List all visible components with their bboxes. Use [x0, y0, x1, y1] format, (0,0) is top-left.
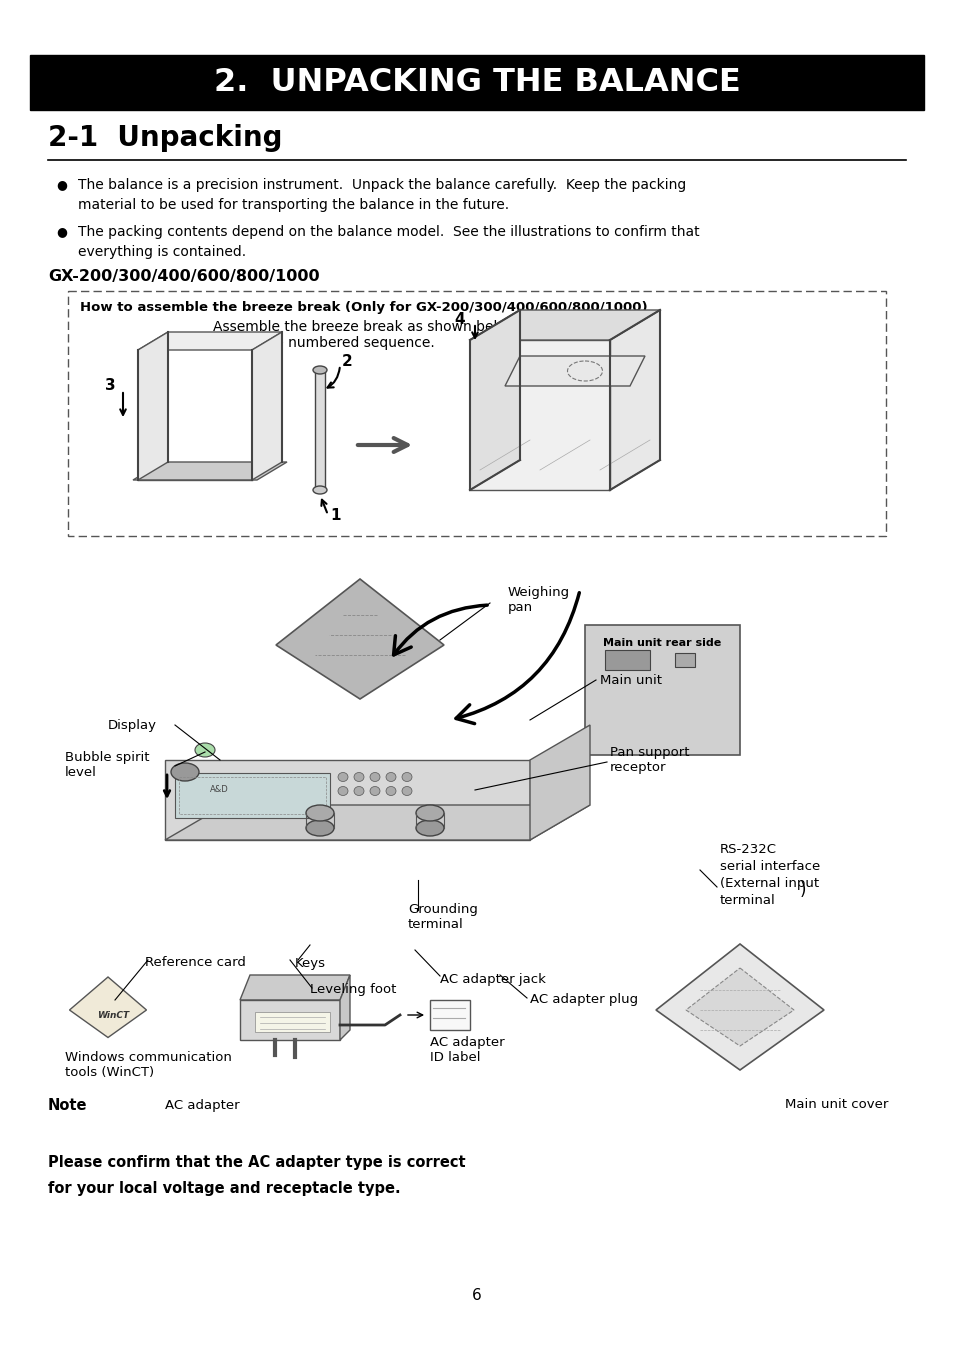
- Bar: [30, 55, 923, 109]
- Polygon shape: [132, 462, 287, 481]
- Polygon shape: [604, 649, 649, 670]
- Polygon shape: [240, 1000, 339, 1040]
- Polygon shape: [470, 310, 659, 340]
- Text: Main unit rear side: Main unit rear side: [602, 639, 720, 648]
- Ellipse shape: [306, 819, 334, 836]
- Text: Weighing
pan: Weighing pan: [507, 586, 570, 614]
- Text: Windows communication
tools (WinCT): Windows communication tools (WinCT): [65, 1052, 232, 1079]
- Text: Follow the numbered sequence.: Follow the numbered sequence.: [213, 336, 435, 350]
- Polygon shape: [656, 944, 823, 1071]
- Text: Display: Display: [108, 718, 157, 732]
- Polygon shape: [275, 579, 443, 699]
- Text: Assemble the breeze break as shown below.: Assemble the breeze break as shown below…: [213, 320, 519, 333]
- Text: Please confirm that the AC adapter type is correct: Please confirm that the AC adapter type …: [48, 1156, 465, 1170]
- Ellipse shape: [386, 787, 395, 795]
- Ellipse shape: [401, 772, 412, 782]
- Text: ): ): [800, 882, 805, 899]
- Ellipse shape: [313, 366, 327, 374]
- Ellipse shape: [306, 805, 334, 821]
- Bar: [675, 653, 695, 667]
- Text: How to assemble the breeze break (Only for GX-200/300/400/600/800/1000): How to assemble the breeze break (Only f…: [80, 301, 647, 313]
- Text: AC adapter plug: AC adapter plug: [530, 994, 638, 1007]
- Text: material to be used for transporting the balance in the future.: material to be used for transporting the…: [78, 198, 509, 212]
- Text: A&D: A&D: [210, 786, 229, 795]
- Text: for your local voltage and receptacle type.: for your local voltage and receptacle ty…: [48, 1180, 400, 1196]
- Text: 4: 4: [454, 312, 464, 327]
- Polygon shape: [240, 975, 350, 1000]
- Text: ●: ●: [56, 225, 68, 239]
- Ellipse shape: [370, 772, 379, 782]
- Bar: [314, 370, 325, 490]
- Polygon shape: [685, 968, 793, 1046]
- Bar: [179, 778, 326, 814]
- Text: Reference card: Reference card: [145, 957, 246, 969]
- Polygon shape: [504, 356, 644, 386]
- Text: GX-200/300/400/600/800/1000: GX-200/300/400/600/800/1000: [48, 269, 319, 284]
- Polygon shape: [165, 805, 589, 840]
- Text: 2-1  Unpacking: 2-1 Unpacking: [48, 124, 282, 153]
- Ellipse shape: [354, 772, 364, 782]
- Text: RS-232C
serial interface
(External input
terminal: RS-232C serial interface (External input…: [720, 842, 820, 907]
- Text: 1: 1: [330, 509, 340, 524]
- Bar: [430, 1000, 470, 1030]
- Text: everything is contained.: everything is contained.: [78, 244, 246, 259]
- Text: ●: ●: [56, 178, 68, 192]
- Text: The packing contents depend on the balance model.  See the illustrations to conf: The packing contents depend on the balan…: [78, 225, 699, 239]
- Text: Main unit: Main unit: [599, 674, 661, 687]
- Ellipse shape: [416, 819, 443, 836]
- Polygon shape: [138, 332, 282, 350]
- Polygon shape: [70, 977, 147, 1038]
- Polygon shape: [609, 310, 659, 490]
- Bar: [254, 1012, 330, 1031]
- Text: 6: 6: [472, 1288, 481, 1303]
- Text: Leveling foot: Leveling foot: [310, 984, 395, 996]
- Ellipse shape: [337, 772, 348, 782]
- Polygon shape: [252, 332, 282, 481]
- Ellipse shape: [313, 486, 327, 494]
- Text: Bubble spirit
level: Bubble spirit level: [65, 751, 150, 779]
- Ellipse shape: [401, 787, 412, 795]
- Polygon shape: [530, 725, 589, 840]
- Text: 2: 2: [341, 355, 353, 370]
- Polygon shape: [339, 975, 350, 1040]
- Ellipse shape: [386, 772, 395, 782]
- Bar: [584, 625, 740, 755]
- Text: Pan support
receptor: Pan support receptor: [609, 747, 689, 774]
- Ellipse shape: [337, 787, 348, 795]
- Text: AC adapter jack: AC adapter jack: [439, 973, 545, 987]
- Text: Note: Note: [48, 1098, 88, 1112]
- Bar: [174, 774, 330, 818]
- Ellipse shape: [416, 805, 443, 821]
- Text: Keys: Keys: [294, 957, 326, 969]
- Polygon shape: [470, 310, 519, 490]
- Text: Main unit cover: Main unit cover: [784, 1099, 887, 1111]
- Polygon shape: [470, 340, 609, 490]
- Bar: [68, 292, 885, 536]
- Polygon shape: [138, 332, 168, 481]
- Text: The balance is a precision instrument.  Unpack the balance carefully.  Keep the : The balance is a precision instrument. U…: [78, 178, 685, 192]
- Ellipse shape: [194, 743, 214, 757]
- Text: WinCT: WinCT: [97, 1011, 129, 1019]
- Text: AC adapter: AC adapter: [165, 1099, 239, 1111]
- Polygon shape: [165, 760, 530, 840]
- Ellipse shape: [354, 787, 364, 795]
- Text: Grounding
terminal: Grounding terminal: [408, 903, 477, 932]
- FancyArrowPatch shape: [456, 593, 578, 724]
- Ellipse shape: [370, 787, 379, 795]
- Ellipse shape: [171, 763, 199, 782]
- Text: 2.  UNPACKING THE BALANCE: 2. UNPACKING THE BALANCE: [213, 68, 740, 99]
- Text: 3: 3: [105, 378, 116, 393]
- Text: AC adapter
ID label: AC adapter ID label: [430, 1035, 504, 1064]
- FancyArrowPatch shape: [394, 605, 487, 655]
